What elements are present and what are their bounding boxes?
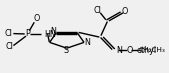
Text: N: N	[50, 27, 56, 36]
Text: O: O	[122, 7, 128, 16]
Text: N: N	[84, 38, 90, 47]
Text: Cl: Cl	[6, 42, 13, 51]
Text: ethyl: ethyl	[137, 45, 157, 55]
Text: P: P	[25, 29, 30, 38]
Text: S: S	[64, 45, 69, 55]
Text: N: N	[116, 46, 122, 55]
Text: Cl: Cl	[93, 6, 101, 15]
Text: HN: HN	[44, 30, 56, 39]
Text: O: O	[126, 45, 132, 55]
Text: CH₂CH₃: CH₂CH₃	[139, 47, 166, 53]
Text: O: O	[33, 14, 40, 23]
Text: Cl: Cl	[5, 29, 13, 38]
